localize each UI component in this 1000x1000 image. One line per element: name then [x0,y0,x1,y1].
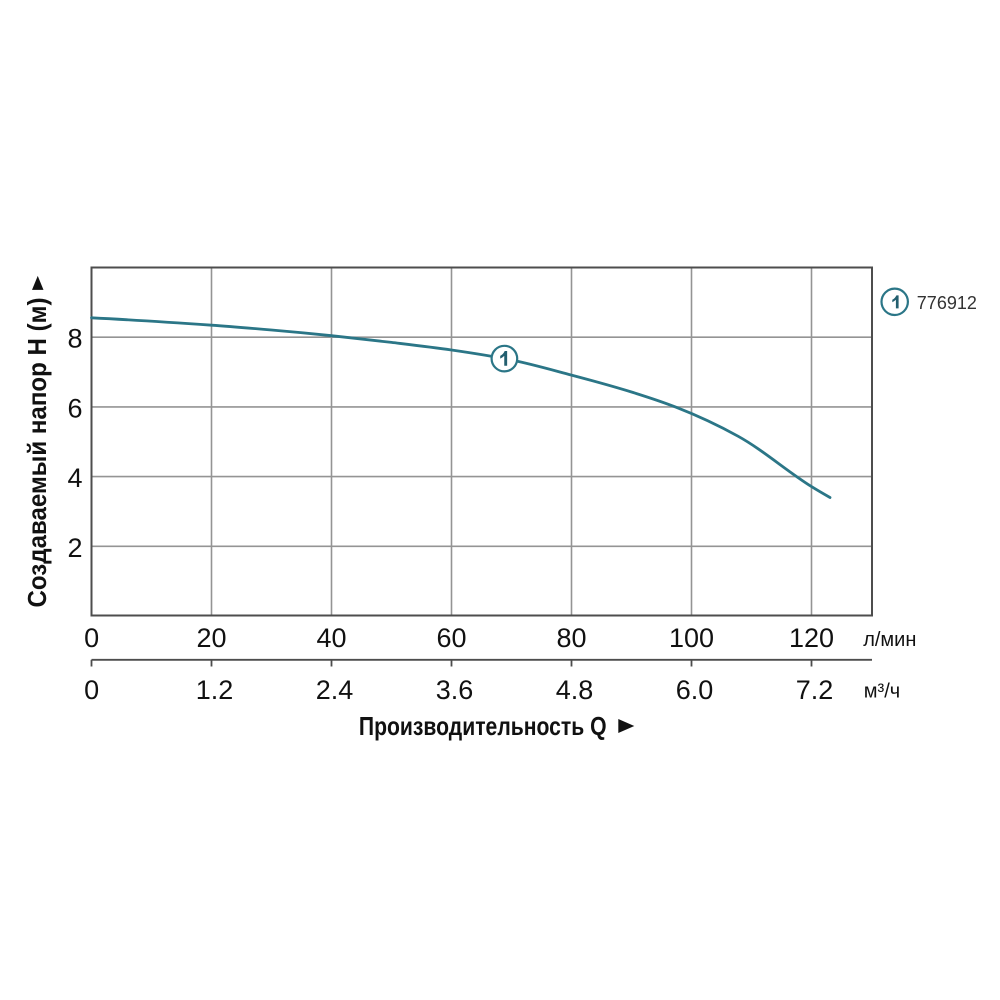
svg-text:40: 40 [316,623,346,653]
svg-text:л/мин: л/мин [863,629,916,651]
svg-text:2.4: 2.4 [316,675,354,705]
svg-text:8: 8 [67,324,82,354]
svg-text:0: 0 [84,675,99,705]
svg-text:2: 2 [67,533,82,563]
svg-text:776912: 776912 [917,293,977,313]
svg-text:6.0: 6.0 [676,675,714,705]
svg-text:0: 0 [84,623,99,653]
svg-text:20: 20 [196,623,226,653]
svg-text:1.2: 1.2 [196,675,234,705]
svg-text:6: 6 [67,393,82,423]
svg-text:Создаваемый напор Н (м): Создаваемый напор Н (м) [22,298,52,608]
svg-text:м³/ч: м³/ч [864,681,900,703]
svg-text:120: 120 [789,623,834,653]
svg-text:4: 4 [67,463,82,493]
svg-text:7.2: 7.2 [796,675,834,705]
svg-text:100: 100 [669,623,714,653]
svg-text:80: 80 [556,623,586,653]
svg-text:3.6: 3.6 [436,675,474,705]
svg-text:Производительность Q: Производительность Q [359,711,607,741]
svg-text:60: 60 [436,623,466,653]
svg-text:4.8: 4.8 [556,675,594,705]
